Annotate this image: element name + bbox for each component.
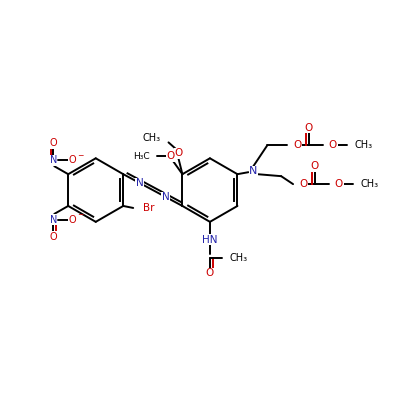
- Text: O: O: [50, 138, 57, 148]
- Text: CH₃: CH₃: [360, 179, 379, 189]
- Text: N: N: [162, 192, 170, 202]
- Text: N: N: [50, 155, 57, 165]
- Text: HN: HN: [202, 235, 218, 245]
- Text: O: O: [299, 179, 307, 189]
- Text: H₃C: H₃C: [133, 152, 150, 161]
- Text: CH₃: CH₃: [142, 134, 160, 144]
- Text: O: O: [174, 148, 182, 158]
- Text: N: N: [136, 178, 144, 188]
- Text: O: O: [50, 232, 57, 242]
- Text: Br: Br: [143, 203, 155, 213]
- Text: O: O: [311, 161, 319, 171]
- Text: CH₃: CH₃: [230, 252, 248, 262]
- Text: CH₃: CH₃: [355, 140, 373, 150]
- Text: −: −: [77, 151, 84, 160]
- Text: O: O: [68, 155, 76, 165]
- Text: O: O: [293, 140, 301, 150]
- Text: O: O: [305, 122, 313, 132]
- Text: O: O: [335, 179, 343, 189]
- Text: O: O: [329, 140, 337, 150]
- Text: O: O: [68, 215, 76, 225]
- Text: N: N: [50, 215, 57, 225]
- Text: −: −: [77, 210, 84, 219]
- Text: O: O: [166, 151, 175, 161]
- Text: O: O: [206, 268, 214, 278]
- Text: N: N: [249, 166, 258, 176]
